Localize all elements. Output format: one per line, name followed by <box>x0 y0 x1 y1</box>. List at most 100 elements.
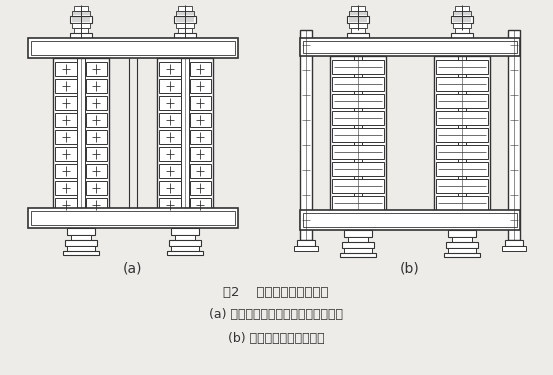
Bar <box>178 6 192 11</box>
Bar <box>86 130 107 144</box>
Bar <box>436 111 488 125</box>
Bar <box>344 230 372 237</box>
Bar <box>303 213 517 227</box>
Bar <box>332 94 384 108</box>
Bar <box>332 196 384 210</box>
Bar <box>86 147 107 161</box>
Bar <box>74 6 88 11</box>
Bar <box>63 251 99 255</box>
Bar <box>70 33 92 38</box>
Bar <box>300 210 520 230</box>
Bar <box>157 58 213 208</box>
Bar <box>354 56 362 210</box>
Bar <box>159 147 181 161</box>
Bar <box>349 23 367 28</box>
Bar <box>174 16 196 23</box>
Bar <box>181 58 189 208</box>
Bar <box>300 38 520 56</box>
Bar <box>77 58 85 208</box>
Bar <box>349 11 367 16</box>
Bar <box>294 246 318 251</box>
Bar <box>171 228 199 235</box>
Bar <box>86 79 107 93</box>
Bar <box>190 79 211 93</box>
Bar <box>67 246 95 251</box>
Bar <box>330 56 386 210</box>
Bar <box>190 181 211 195</box>
Text: (b) 拉紧螺杆位于绕组外面: (b) 拉紧螺杆位于绕组外面 <box>228 332 324 345</box>
Bar <box>436 77 488 91</box>
Bar <box>436 179 488 193</box>
Bar <box>458 56 466 210</box>
Bar <box>70 16 92 23</box>
Bar <box>55 181 77 195</box>
Bar <box>190 96 211 110</box>
Bar <box>55 79 77 93</box>
Bar <box>159 113 181 127</box>
Bar <box>332 162 384 176</box>
Bar <box>347 33 369 38</box>
Bar <box>190 62 211 76</box>
Bar <box>332 128 384 142</box>
Bar <box>451 16 473 23</box>
Bar <box>351 28 365 33</box>
Bar <box>190 198 211 212</box>
Bar <box>55 96 77 110</box>
Bar <box>300 30 312 240</box>
Bar <box>332 60 384 74</box>
Bar <box>159 130 181 144</box>
Bar <box>453 23 471 28</box>
Bar <box>72 23 90 28</box>
Bar <box>67 228 95 235</box>
Bar <box>55 198 77 212</box>
Bar <box>86 198 107 212</box>
Bar <box>452 237 472 242</box>
Bar <box>332 145 384 159</box>
Bar <box>178 28 192 33</box>
Bar <box>351 6 365 11</box>
Bar <box>86 164 107 178</box>
Text: (b): (b) <box>400 261 420 275</box>
Bar <box>86 113 107 127</box>
Bar <box>453 11 471 16</box>
Bar <box>436 162 488 176</box>
Bar <box>55 147 77 161</box>
Bar <box>332 77 384 91</box>
Bar <box>159 181 181 195</box>
Bar <box>297 240 315 246</box>
Bar <box>446 242 478 248</box>
Bar <box>508 30 520 240</box>
Bar <box>86 181 107 195</box>
Bar <box>74 28 88 33</box>
Bar <box>190 113 211 127</box>
Bar <box>190 147 211 161</box>
Bar <box>31 211 235 225</box>
Bar <box>175 235 195 240</box>
Bar <box>344 248 372 253</box>
Bar <box>502 246 526 251</box>
Bar <box>71 235 91 240</box>
Bar <box>159 96 181 110</box>
Bar <box>159 198 181 212</box>
Bar <box>340 253 376 257</box>
Bar <box>436 196 488 210</box>
Bar <box>176 23 194 28</box>
Bar <box>348 237 368 242</box>
Bar <box>174 33 196 38</box>
Bar <box>55 113 77 127</box>
Bar <box>53 58 109 208</box>
Bar <box>169 240 201 246</box>
Bar <box>190 130 211 144</box>
Bar <box>347 16 369 23</box>
Bar <box>436 60 488 74</box>
Bar <box>332 111 384 125</box>
Bar <box>190 164 211 178</box>
Bar <box>72 11 90 16</box>
Bar <box>436 145 488 159</box>
Text: (a) 拉紧螺杆穿过铁心柱与线组之间；: (a) 拉紧螺杆穿过铁心柱与线组之间； <box>209 309 343 321</box>
Bar <box>55 62 77 76</box>
Bar <box>176 11 194 16</box>
Bar <box>31 41 235 55</box>
Bar <box>86 96 107 110</box>
Bar <box>436 94 488 108</box>
